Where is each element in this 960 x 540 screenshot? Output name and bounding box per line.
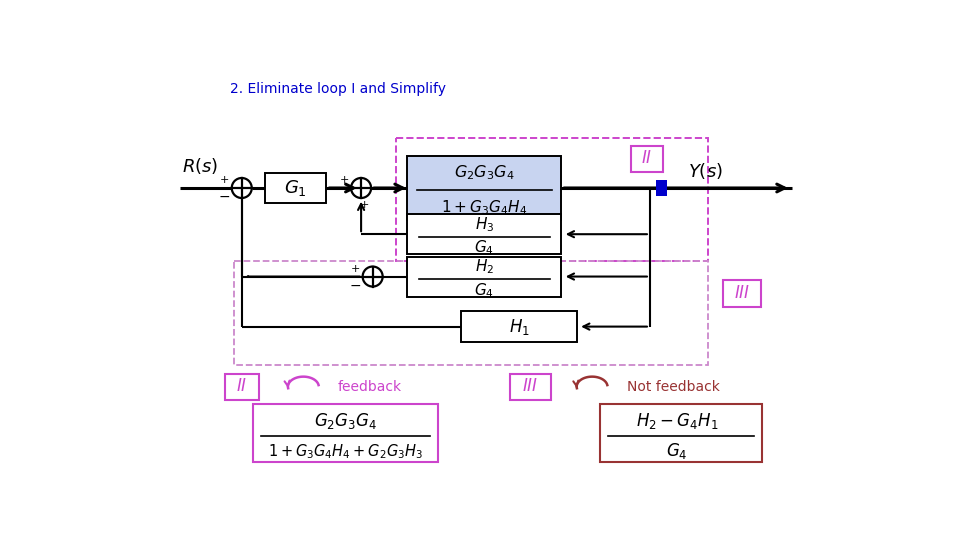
Text: $H_2$: $H_2$ — [475, 257, 493, 276]
Bar — [234, 261, 708, 365]
Bar — [656, 179, 667, 197]
Text: $H_2-G_4H_1$: $H_2-G_4H_1$ — [636, 410, 718, 430]
Text: $\mathit{II}$: $\mathit{II}$ — [236, 378, 248, 395]
Text: $1+G_3G_4H_4$: $1+G_3G_4H_4$ — [442, 199, 527, 218]
Text: $\mathit{III}$: $\mathit{III}$ — [522, 378, 539, 395]
Bar — [631, 146, 663, 172]
Text: $\mathit{II}$: $\mathit{II}$ — [641, 150, 653, 167]
Text: $Y(s)$: $Y(s)$ — [688, 161, 723, 181]
Bar — [265, 173, 326, 204]
Text: +: + — [351, 264, 360, 274]
Text: Not feedback: Not feedback — [627, 380, 720, 394]
Bar — [600, 403, 761, 462]
Bar — [253, 403, 438, 462]
Text: +: + — [340, 176, 348, 185]
Text: 2. Eliminate loop I and Simplify: 2. Eliminate loop I and Simplify — [230, 83, 446, 97]
Text: $G_4$: $G_4$ — [474, 239, 494, 258]
Bar — [511, 374, 550, 400]
Text: $G_2G_3G_4$: $G_2G_3G_4$ — [454, 163, 515, 182]
Text: feedback: feedback — [338, 380, 402, 394]
Text: $1+G_3G_4H_4+G_2G_3H_3$: $1+G_3G_4H_4+G_2G_3H_3$ — [268, 442, 423, 461]
Text: $\mathit{III}$: $\mathit{III}$ — [734, 285, 751, 302]
Text: −: − — [349, 279, 362, 293]
Bar — [225, 374, 258, 400]
Bar — [407, 256, 562, 296]
Text: +: + — [220, 176, 229, 185]
Text: +: + — [360, 200, 370, 210]
Bar — [396, 138, 708, 261]
Text: $G_2G_3G_4$: $G_2G_3G_4$ — [314, 410, 377, 430]
Text: $G_4$: $G_4$ — [474, 281, 494, 300]
Bar — [723, 280, 761, 307]
Text: $H_3$: $H_3$ — [474, 215, 494, 233]
Text: $G_4$: $G_4$ — [666, 441, 687, 461]
Bar — [407, 214, 562, 254]
Text: $G_1$: $G_1$ — [284, 178, 307, 198]
Text: $H_1$: $H_1$ — [509, 316, 529, 336]
Text: −: − — [219, 190, 230, 204]
Bar — [461, 311, 577, 342]
Text: $R(s)$: $R(s)$ — [181, 157, 218, 177]
Bar — [407, 157, 562, 220]
